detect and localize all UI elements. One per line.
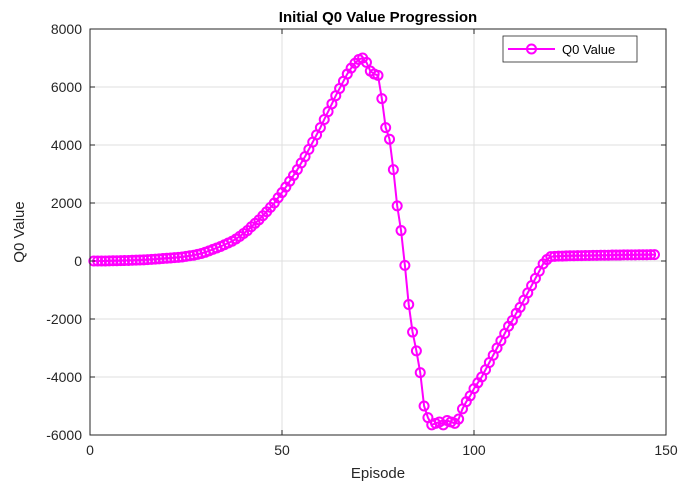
- data-point: [119, 255, 131, 267]
- axis-ticks: [89, 28, 667, 436]
- data-point: [572, 250, 584, 262]
- data-point: [560, 250, 572, 262]
- data-point: [625, 249, 637, 261]
- data-point: [591, 249, 603, 261]
- data-point: [391, 200, 403, 212]
- data-point: [399, 259, 411, 271]
- data-point: [134, 254, 146, 266]
- data-point: [380, 122, 392, 134]
- data-point: [111, 255, 123, 267]
- legend-entry-q0-value: Q0 Value: [562, 42, 615, 57]
- data-point: [622, 249, 634, 261]
- x-tick-labels: 0 50 100 150: [86, 442, 678, 458]
- data-point: [168, 252, 180, 264]
- x-tick-label: 100: [462, 442, 486, 458]
- data-point: [407, 326, 419, 338]
- data-point: [138, 254, 150, 266]
- data-point: [157, 253, 169, 265]
- data-point: [579, 249, 591, 261]
- data-point: [384, 133, 396, 145]
- data-point: [161, 252, 173, 264]
- data-point: [376, 93, 388, 105]
- legend: Q0 Value: [502, 35, 638, 63]
- data-point: [395, 225, 407, 237]
- data-point: [122, 254, 134, 266]
- data-point: [606, 249, 618, 261]
- data-point: [568, 250, 580, 262]
- data-point: [418, 400, 430, 412]
- x-tick-label: 0: [86, 442, 94, 458]
- data-point: [564, 250, 576, 262]
- data-point: [610, 249, 622, 261]
- y-tick-label: -6000: [46, 427, 82, 443]
- series-layer: [88, 52, 660, 431]
- data-point: [587, 249, 599, 261]
- data-point: [149, 253, 161, 265]
- data-point: [641, 249, 653, 261]
- y-tick-label: 0: [74, 253, 82, 269]
- data-point: [595, 249, 607, 261]
- y-tick-label: 4000: [51, 137, 82, 153]
- data-point: [618, 249, 630, 261]
- data-point: [549, 250, 561, 262]
- y-tick-label: -4000: [46, 369, 82, 385]
- x-axis-label: Episode: [351, 465, 405, 482]
- data-point: [165, 252, 177, 264]
- x-tick-label: 150: [654, 442, 678, 458]
- y-tick-label: 2000: [51, 195, 82, 211]
- data-point: [107, 255, 119, 267]
- data-point: [552, 250, 564, 262]
- x-tick-label: 50: [274, 442, 290, 458]
- data-point: [142, 254, 154, 266]
- data-point: [576, 250, 588, 262]
- data-point: [637, 249, 649, 261]
- data-point: [96, 255, 108, 267]
- y-tick-label: 6000: [51, 79, 82, 95]
- y-tick-label: 8000: [51, 21, 82, 37]
- data-point: [387, 164, 399, 176]
- data-point: [583, 249, 595, 261]
- data-point: [372, 69, 384, 81]
- data-point: [410, 345, 422, 357]
- y-tick-label: -2000: [46, 311, 82, 327]
- data-point: [103, 255, 115, 267]
- y-tick-labels: -6000 -4000 -2000 0 2000 4000 6000 8000: [46, 21, 82, 443]
- data-point: [648, 249, 660, 261]
- data-point: [614, 249, 626, 261]
- data-point: [633, 249, 645, 261]
- data-point: [556, 250, 568, 262]
- data-point: [145, 253, 157, 265]
- data-point: [602, 249, 614, 261]
- data-point: [599, 249, 611, 261]
- data-point: [126, 254, 138, 266]
- data-point: [88, 255, 100, 267]
- data-point: [545, 251, 557, 263]
- data-point: [172, 251, 184, 263]
- data-point: [115, 255, 127, 267]
- plot-frame: [89, 28, 667, 436]
- data-point: [645, 249, 657, 261]
- data-point: [130, 254, 142, 266]
- chart-title: Initial Q0 Value Progression: [279, 9, 477, 26]
- data-point: [360, 56, 372, 68]
- y-axis-label: Q0 Value: [11, 201, 28, 262]
- data-point: [629, 249, 641, 261]
- plot-area: [90, 29, 666, 435]
- data-point: [153, 253, 165, 265]
- data-point: [453, 413, 465, 425]
- data-point: [99, 255, 111, 267]
- data-point: [414, 367, 426, 379]
- data-point: [403, 299, 415, 310]
- legend-marker-sample: [526, 43, 537, 55]
